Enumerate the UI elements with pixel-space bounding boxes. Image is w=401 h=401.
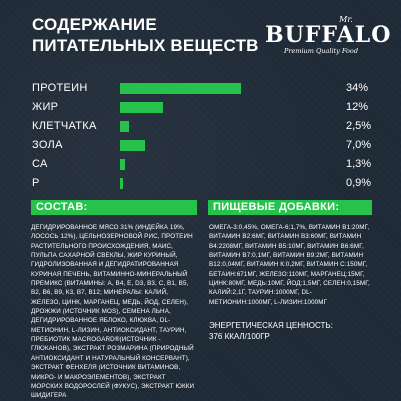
nutrient-value: 12%: [346, 101, 369, 113]
nutrient-bar: [120, 102, 163, 113]
nutrient-row: КЛЕТЧАТКА 2,5%: [32, 117, 372, 136]
energy-label: ЭНЕРГЕТИЧЕСКАЯ ЦЕННОСТЬ:: [209, 321, 333, 330]
additives-text: ОМЕГА-3:0,45%, ОМЕГА-6:1,7%, ВИТАМИН В1:…: [209, 224, 370, 306]
nutrient-row: ЖИР 12%: [32, 98, 372, 117]
nutrient-bar: [120, 140, 145, 151]
energy-value-block: ЭНЕРГЕТИЧЕСКАЯ ЦЕННОСТЬ: 376 ККАЛ/100ГР: [209, 320, 371, 342]
nutrient-value: 34%: [346, 82, 369, 94]
energy-value: 376 ККАЛ/100ГР: [209, 332, 270, 341]
nutrient-row: ПРОТЕИН 34%: [32, 79, 372, 98]
nutrient-row: ЗОЛА 7,0%: [32, 136, 372, 155]
page-title-line2: ПИТАТЕЛЬНЫХ ВЕЩЕСТВ: [32, 36, 259, 55]
nutrient-value: 2,5%: [346, 120, 372, 132]
nutrient-row: СА 1,3%: [32, 155, 372, 174]
additives-header: ПИЩЕВЫЕ ДОБАВКИ:: [208, 200, 372, 215]
nutrient-name: ЗОЛА: [32, 139, 63, 151]
nutrient-name: ПРОТЕИН: [32, 82, 88, 94]
nutrient-bar: [120, 159, 125, 170]
nutrient-table: ПРОТЕИН 34% ЖИР 12% КЛЕТЧАТКА 2,5% ЗОЛА …: [32, 79, 372, 193]
nutrient-row: Р 0,9%: [32, 174, 372, 193]
logo-wordmark: BUFFALO: [265, 22, 392, 48]
composition-header: СОСТАВ:: [31, 200, 197, 215]
logo-mr: Mr.: [339, 15, 353, 24]
composition-text: ДЕГИДРИРОВАННОЕ МЯСО 31% (ИНДЕЙКА 19%, Л…: [31, 224, 195, 400]
nutrient-value: 7,0%: [346, 139, 372, 151]
nutrient-bar: [120, 83, 241, 94]
nutrient-bar: [120, 121, 129, 132]
logo-tagline: Premium Quality Food: [283, 47, 359, 55]
nutrient-name: ЖИР: [32, 101, 59, 113]
nutrient-value: 0,9%: [346, 177, 372, 189]
nutrient-name: КЛЕТЧАТКА: [32, 120, 97, 132]
brand-logo: Mr. BUFFALO Premium Quality Food: [265, 15, 392, 56]
nutrient-value: 1,3%: [346, 158, 372, 170]
nutrient-name: Р: [32, 177, 40, 189]
nutrient-name: СА: [32, 158, 48, 170]
nutrient-bar: [120, 178, 123, 189]
page-title-line1: СОДЕРЖАНИЕ: [32, 15, 157, 34]
page-title: СОДЕРЖАНИЕ ПИТАТЕЛЬНЫХ ВЕЩЕСТВ: [32, 14, 292, 56]
